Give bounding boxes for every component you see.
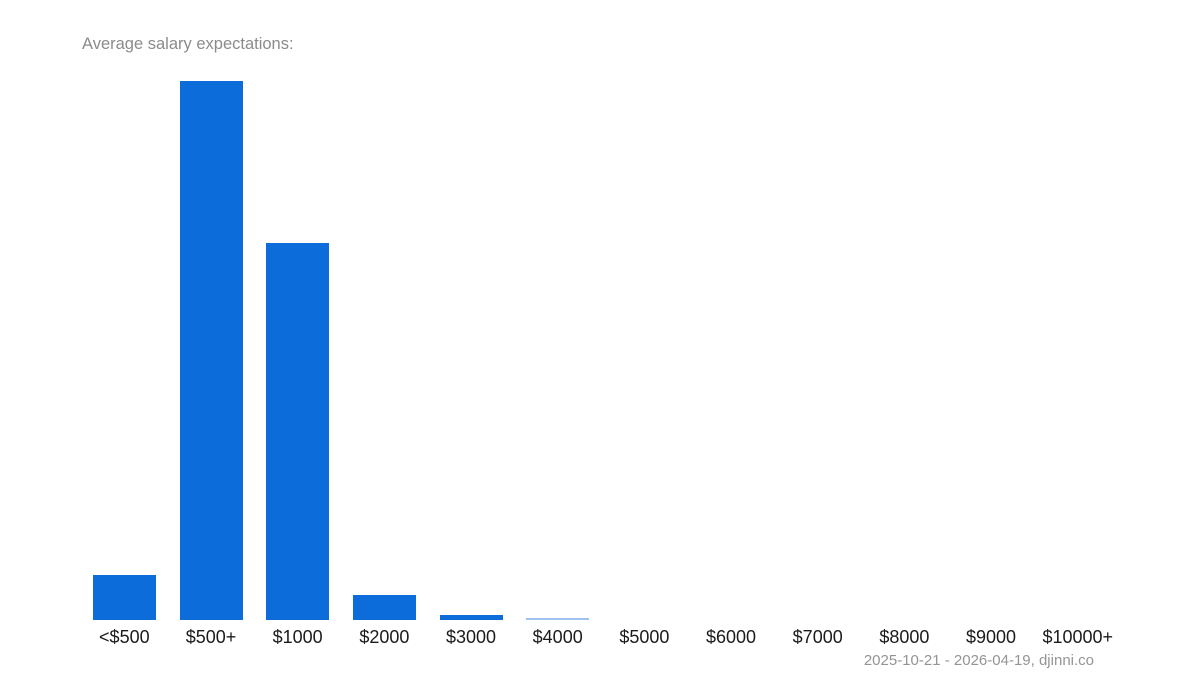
x-axis-label-$5000: $5000 bbox=[619, 627, 670, 647]
bar-slot-$6000 bbox=[688, 80, 775, 620]
bar-slot-$1000 bbox=[254, 80, 341, 620]
bar-slot-$10000+ bbox=[1034, 80, 1121, 620]
bar-$4000 bbox=[526, 618, 590, 620]
x-axis-label-$2000: $2000 bbox=[359, 627, 410, 647]
bar-slot-$5000 bbox=[601, 80, 688, 620]
bar-slot-$7000 bbox=[774, 80, 861, 620]
bar-slot-$500+ bbox=[168, 80, 255, 620]
x-axis-label-<$500: <$500 bbox=[99, 627, 150, 647]
bar-$3000 bbox=[439, 615, 503, 620]
x-axis-labels: <$500 $500+ $1000 $2000 $3000 $4000 $5000 $6000… bbox=[81, 627, 1121, 647]
bar-chart-plot-area bbox=[81, 80, 1121, 620]
bar-slot-$8000 bbox=[861, 80, 948, 620]
x-axis-label-$6000: $6000 bbox=[706, 627, 757, 647]
bar-slot-<$500 bbox=[81, 80, 168, 620]
x-axis-label-$4000: $4000 bbox=[532, 627, 583, 647]
bar-$1000 bbox=[266, 243, 330, 620]
x-axis-label-$1000: $1000 bbox=[272, 627, 323, 647]
bar-slot-$3000 bbox=[428, 80, 515, 620]
bar-slot-$2000 bbox=[341, 80, 428, 620]
x-axis-label-$500+: $500+ bbox=[185, 627, 237, 647]
x-axis-label-$10000+: $10000+ bbox=[1042, 627, 1114, 647]
bar-$2000 bbox=[352, 595, 416, 620]
bar-slot-$9000 bbox=[948, 80, 1035, 620]
x-axis-label-$9000: $9000 bbox=[966, 627, 1017, 647]
x-axis-label-$3000: $3000 bbox=[445, 627, 497, 647]
chart-title: Average salary expectations: bbox=[82, 35, 294, 53]
bar-<$500 bbox=[92, 575, 156, 620]
x-axis-label-$7000: $7000 bbox=[792, 627, 843, 647]
chart-caption: 2025-10-21 - 2026-04-19, djinni.co bbox=[863, 652, 1094, 669]
bar-slot-$4000 bbox=[514, 80, 601, 620]
x-axis-label-$8000: $8000 bbox=[879, 627, 930, 647]
bar-$500+ bbox=[179, 81, 243, 620]
